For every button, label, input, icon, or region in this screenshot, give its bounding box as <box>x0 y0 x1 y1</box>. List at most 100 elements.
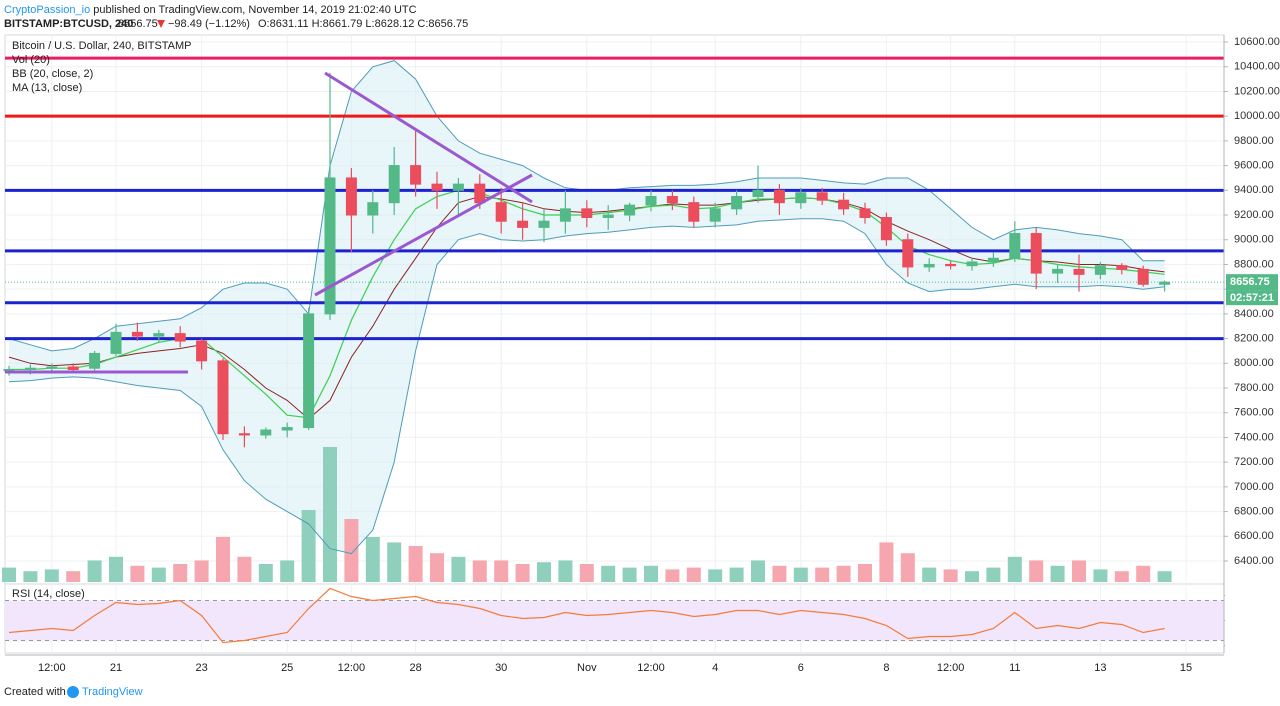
volume-bar <box>1093 569 1108 582</box>
volume-bar <box>1114 571 1129 582</box>
volume-bar <box>622 567 637 582</box>
candle-body <box>838 199 850 210</box>
candle-body <box>174 333 186 342</box>
volume-bar <box>900 553 915 582</box>
candle-body <box>388 165 400 204</box>
volume-bar <box>258 564 273 582</box>
volume-bar <box>665 569 680 582</box>
indicator: Vol (20) <box>12 54 50 66</box>
candle-body <box>966 261 978 267</box>
volume-bar <box>280 560 295 582</box>
y-tick-label: 9400.00 <box>1234 184 1274 196</box>
volume-bar <box>430 553 444 582</box>
y-tick-label: 9800.00 <box>1234 135 1274 147</box>
volume-bar <box>451 556 466 582</box>
x-tick-label: 4 <box>712 662 718 674</box>
y-tick-label: 7200.00 <box>1234 456 1274 468</box>
candle-body <box>945 263 957 267</box>
volume-bar <box>644 565 658 582</box>
logo <box>67 686 79 698</box>
trend-line <box>324 71 533 204</box>
candle-body <box>902 239 914 268</box>
candle-body <box>153 333 165 337</box>
indicator: BB (20, close, 2) <box>12 68 93 80</box>
candle-body <box>1073 268 1085 275</box>
x-tick-label: 12:00 <box>338 662 366 674</box>
candle-body <box>752 189 764 197</box>
drawings: Bitcoin / U.S. Dollar, 240, BITSTAMP Vol… <box>4 40 533 698</box>
volume-bar <box>836 565 851 582</box>
y-tick-label: 6400.00 <box>1234 555 1274 567</box>
volume-bar <box>87 560 102 582</box>
y-tick-label: 7800.00 <box>1234 382 1274 394</box>
x-tick-label: 13 <box>1094 662 1106 674</box>
candle-body <box>217 360 229 435</box>
y-tick-label: 8200.00 <box>1234 332 1274 344</box>
y-tick-label: 10000.00 <box>1234 110 1280 122</box>
candle-body <box>281 427 293 431</box>
candle-body <box>324 177 336 315</box>
candle-body <box>452 183 464 191</box>
price-axis: 10600.00 10400.00 10200.00 10000.00 9800.00 9… <box>1223 35 1280 653</box>
volume-bar <box>1029 560 1044 582</box>
volume-bar <box>1007 556 1022 582</box>
x-tick-label: 11 <box>1009 662 1020 674</box>
volume-bar <box>879 542 894 582</box>
y-tick-label: 6600.00 <box>1234 530 1274 542</box>
candle-body <box>131 331 143 337</box>
volume-bar <box>515 564 530 582</box>
x-tick-label: 25 <box>281 662 293 674</box>
indicator: MA (13, close) <box>12 82 82 94</box>
volume-bar <box>772 565 787 582</box>
last-price-label: 8656.75 <box>1230 276 1270 288</box>
candle-body <box>880 216 892 241</box>
symbol: BITSTAMP:BTCUSD, 240 <box>4 18 133 30</box>
trend-line <box>314 173 533 297</box>
volume-bar <box>365 537 380 582</box>
author[interactable]: CryptoPassion_io <box>4 4 90 16</box>
candle-body <box>1094 265 1106 275</box>
volume-bar <box>965 571 979 582</box>
volume-bar <box>130 565 145 582</box>
volume-bar <box>686 567 701 582</box>
rsi-title: RSI (14, close) <box>12 588 85 600</box>
candle-body <box>859 208 871 218</box>
volume-bar <box>558 560 573 582</box>
volume-bar <box>194 560 209 582</box>
candle-body <box>367 202 379 216</box>
x-tick-label: 12:00 <box>38 662 66 674</box>
y-tick-label: 9000.00 <box>1234 234 1274 246</box>
axis-bg <box>1225 35 1280 653</box>
published: published on TradingView.com, November 1… <box>90 4 416 16</box>
candle-body <box>89 352 101 369</box>
x-tick-label: 12:00 <box>937 662 965 674</box>
candle-body <box>1159 281 1171 285</box>
volume-bar <box>494 560 509 582</box>
x-tick-label: 28 <box>409 662 421 674</box>
y-tick-label: 8400.00 <box>1234 308 1274 320</box>
candle-body <box>24 367 36 370</box>
volume-bar <box>708 569 723 582</box>
volume-bar <box>344 519 359 582</box>
volume-bar <box>387 542 402 582</box>
candle-body <box>1116 265 1128 270</box>
candle-body <box>731 195 743 210</box>
candle-body <box>624 204 636 216</box>
timer-label: 02:57:21 <box>1230 292 1274 304</box>
rsi-line <box>8 587 1165 644</box>
volume-bar <box>1157 571 1172 582</box>
y-tick-label: 8800.00 <box>1234 258 1274 270</box>
brand[interactable]: TradingView <box>82 686 143 698</box>
x-tick-label: Nov <box>577 662 597 674</box>
volume-bar <box>23 571 38 582</box>
volume-bar <box>922 567 937 582</box>
candle-body <box>517 220 529 228</box>
candle-body <box>773 189 785 204</box>
bb-fill <box>9 60 1165 554</box>
y-tick-label: 7400.00 <box>1234 431 1274 443</box>
x-tick-label: 15 <box>1180 662 1192 674</box>
candle-body <box>110 331 122 354</box>
volume-bar <box>793 567 808 582</box>
candle-body <box>495 202 507 222</box>
